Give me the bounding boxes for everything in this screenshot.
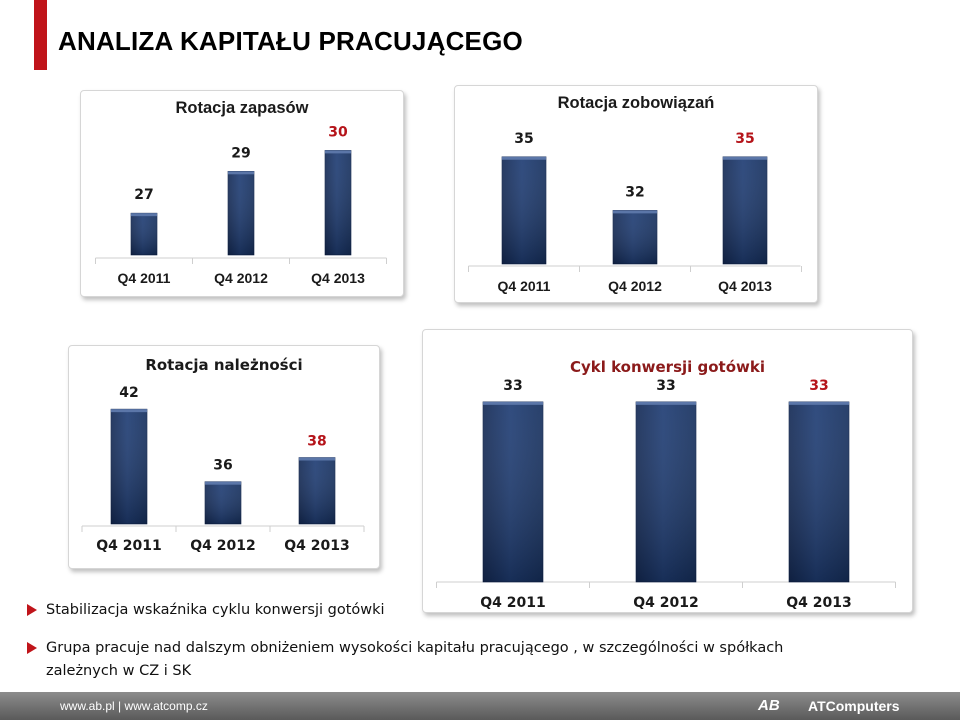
bar-cap	[613, 210, 657, 214]
bullet-arrow-icon	[27, 642, 37, 654]
bar-shade	[789, 401, 849, 582]
bar-shade	[483, 401, 543, 582]
page-title: ANALIZA KAPITAŁU PRACUJĄCEGO	[58, 26, 523, 56]
data-label: 38	[307, 434, 326, 450]
x-tick-label: Q4 2012	[633, 595, 698, 611]
bullet-item: Stabilizacja wskaźnika cyklu konwersji g…	[27, 599, 426, 622]
x-tick-label: Q4 2011	[118, 270, 171, 286]
ab-logo: AB	[758, 697, 780, 714]
footer-links: www.ab.pl | www.atcomp.cz	[60, 699, 208, 713]
x-tick-label: Q4 2012	[608, 278, 662, 294]
x-tick-label: Q4 2013	[311, 270, 365, 286]
bar-cap	[325, 150, 351, 154]
data-label: 35	[735, 131, 754, 147]
data-label: 30	[328, 124, 348, 140]
bar-shade	[613, 210, 657, 264]
chart-panel-cash-conversion-cycle: Cykl konwersji gotówki 33 Q4 2011 33 Q4 2012…	[422, 329, 913, 613]
bullet-text: Stabilizacja wskaźnika cyklu konwersji g…	[46, 602, 385, 618]
bar-cap	[789, 401, 849, 405]
bar-shade	[228, 171, 254, 255]
data-label: 33	[656, 378, 675, 394]
bullet-item: Grupa pracuje nad dalszym obniżeniem wys…	[27, 637, 826, 683]
x-tick-label: Q4 2013	[718, 278, 772, 294]
x-tick-label: Q4 2011	[498, 278, 551, 294]
data-label: 29	[231, 145, 250, 161]
chart-title: Rotacja należności	[145, 356, 302, 374]
bar-shade	[111, 409, 147, 524]
atcomputers-logo: ATComputers	[808, 698, 900, 714]
bullet-arrow-icon	[27, 604, 37, 616]
chart-panel-inventory-turnover: Rotacja zapasów 27 Q4 2011 29 Q4 2012 30 Q4 20…	[80, 90, 404, 297]
x-tick-label: Q4 2011	[96, 538, 161, 554]
data-label: 33	[503, 378, 522, 394]
bar-shade	[502, 156, 546, 264]
data-label: 33	[809, 378, 828, 394]
bar-shade	[636, 401, 696, 582]
chart-title: Rotacja zapasów	[176, 99, 309, 117]
x-tick-label: Q4 2012	[214, 270, 268, 286]
bar-cap	[205, 481, 241, 485]
title-accent-bar	[34, 0, 47, 70]
bar-shade	[325, 150, 351, 255]
bar-cap	[723, 156, 767, 160]
x-tick-label: Q4 2013	[786, 595, 851, 611]
bar-shade	[299, 457, 335, 524]
bar-shade	[723, 156, 767, 264]
chart-panel-payables-turnover: Rotacja zobowiązań 35 Q4 2011 32 Q4 2012 35 Q4…	[454, 85, 818, 303]
chart-title: Rotacja zobowiązań	[558, 94, 715, 112]
footer-bar: www.ab.pl | www.atcomp.cz AB ATComputers	[0, 692, 960, 720]
chart-svg: Rotacja zapasów 27 Q4 2011 29 Q4 2012 30 Q4 20…	[95, 99, 387, 286]
bar-cap	[228, 171, 254, 175]
bar-shade	[131, 213, 157, 255]
bar-cap	[299, 457, 335, 461]
data-label: 36	[213, 458, 232, 474]
x-tick-label: Q4 2012	[190, 538, 255, 554]
x-tick-label: Q4 2011	[480, 595, 545, 611]
bar-shade	[205, 481, 241, 524]
x-tick-label: Q4 2013	[284, 538, 349, 554]
bar-cap	[131, 213, 157, 217]
bar-cap	[502, 156, 546, 160]
data-label: 27	[134, 187, 153, 203]
chart-svg: Rotacja zobowiązań 35 Q4 2011 32 Q4 2012 35 Q4…	[468, 94, 802, 294]
chart-svg: Rotacja należności 42 Q4 2011 36 Q4 2012 38 Q4…	[81, 356, 365, 554]
data-label: 42	[119, 385, 138, 401]
chart-panel-receivables-turnover: Rotacja należności 42 Q4 2011 36 Q4 2012 38 Q4…	[68, 345, 380, 569]
bar-cap	[636, 401, 696, 405]
data-label: 35	[514, 131, 533, 147]
bar-cap	[483, 401, 543, 405]
data-label: 32	[625, 184, 644, 200]
chart-title: Cykl konwersji gotówki	[570, 358, 765, 376]
chart-svg: Cykl konwersji gotówki 33 Q4 2011 33 Q4 2012…	[436, 358, 896, 611]
bar-cap	[111, 409, 147, 413]
bullet-text: Grupa pracuje nad dalszym obniżeniem wys…	[46, 640, 784, 679]
